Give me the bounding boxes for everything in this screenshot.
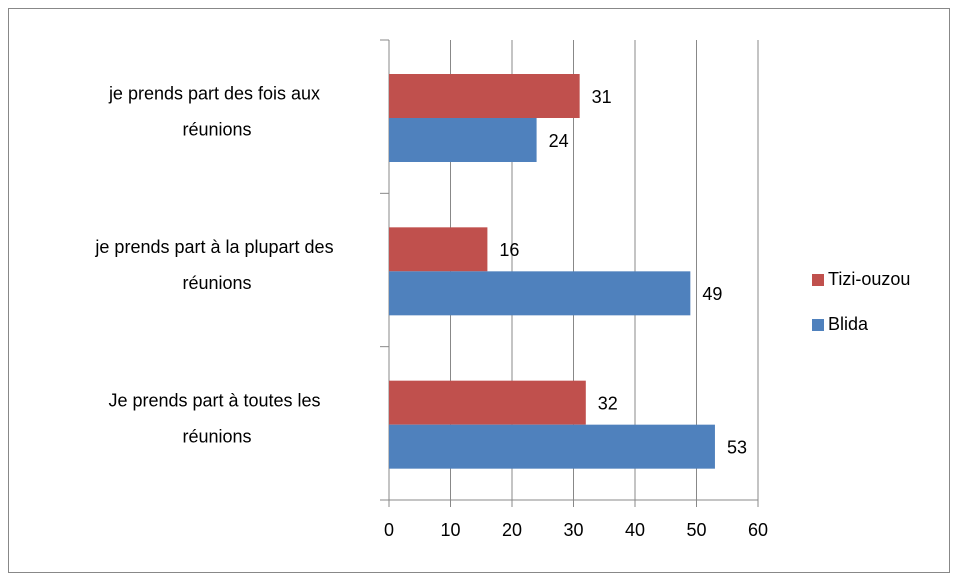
x-tick-label: 20 xyxy=(502,520,522,540)
data-label: 31 xyxy=(592,87,612,107)
bar xyxy=(389,424,715,469)
label-line: réunions xyxy=(182,273,251,293)
bar xyxy=(389,118,537,162)
legend-swatch xyxy=(812,319,824,331)
label-line: réunions xyxy=(182,119,251,139)
data-label: 53 xyxy=(727,437,747,457)
x-tick-label: 30 xyxy=(563,520,583,540)
data-label: 49 xyxy=(702,284,722,304)
data-label: 16 xyxy=(499,240,519,260)
label-line: réunions xyxy=(182,426,251,446)
bar xyxy=(389,227,488,272)
y-tick-label: je prends part des fois aux réunions xyxy=(108,83,325,139)
bar xyxy=(389,380,586,425)
legend-label: Tizi-ouzou xyxy=(828,269,910,289)
x-tick-label: 0 xyxy=(384,520,394,540)
label-line: je prends part des fois aux xyxy=(108,83,325,103)
x-tick-label: 50 xyxy=(686,520,706,540)
data-label: 32 xyxy=(598,393,618,413)
bar xyxy=(389,271,691,316)
x-tick-label: 60 xyxy=(748,520,768,540)
x-tick-label: 40 xyxy=(625,520,645,540)
bar xyxy=(389,74,580,118)
y-tick-label: Je prends part à toutes les réunions xyxy=(108,390,325,446)
label-line: je prends part à la plupart des xyxy=(94,237,338,257)
legend-label: Blida xyxy=(828,314,869,334)
legend-swatch xyxy=(812,274,824,286)
data-label: 24 xyxy=(549,131,569,151)
x-tick-label: 10 xyxy=(440,520,460,540)
y-tick-label: je prends part à la plupart des réunions xyxy=(94,237,338,293)
label-line: Je prends part à toutes les xyxy=(108,390,325,410)
